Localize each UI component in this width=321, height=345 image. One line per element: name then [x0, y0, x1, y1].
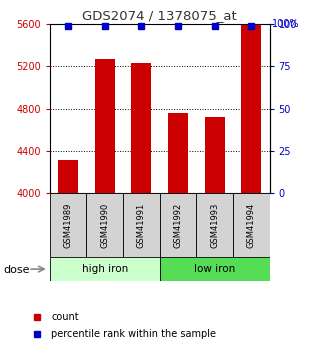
Bar	[86, 193, 123, 257]
Bar	[58, 160, 78, 193]
Text: high iron: high iron	[82, 264, 128, 274]
Text: GSM41992: GSM41992	[174, 203, 183, 248]
Text: GSM41994: GSM41994	[247, 203, 256, 248]
Bar	[204, 117, 225, 193]
Text: percentile rank within the sample: percentile rank within the sample	[51, 329, 216, 339]
Bar	[50, 257, 160, 281]
Text: GSM41991: GSM41991	[137, 203, 146, 248]
Bar	[160, 257, 270, 281]
Title: GDS2074 / 1378075_at: GDS2074 / 1378075_at	[82, 9, 237, 22]
Text: GSM41993: GSM41993	[210, 203, 219, 248]
Text: 100%: 100%	[273, 19, 300, 29]
Text: GSM41990: GSM41990	[100, 203, 109, 248]
Bar	[123, 193, 160, 257]
Bar	[160, 193, 196, 257]
Bar	[168, 113, 188, 193]
Bar	[95, 59, 115, 193]
Bar	[233, 193, 270, 257]
Text: count: count	[51, 312, 79, 322]
Bar	[241, 25, 261, 193]
Text: low iron: low iron	[194, 264, 235, 274]
Bar	[196, 193, 233, 257]
Text: dose: dose	[3, 265, 30, 275]
Bar	[131, 63, 152, 193]
Text: GSM41989: GSM41989	[64, 203, 73, 248]
Bar	[50, 193, 86, 257]
